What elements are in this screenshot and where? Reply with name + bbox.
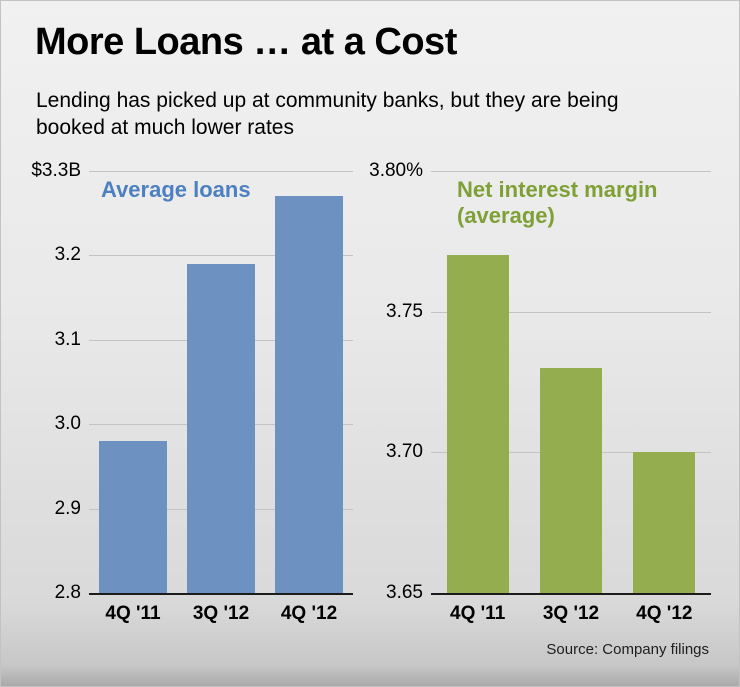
x-tick-label: 3Q '12	[542, 603, 600, 624]
bars	[89, 171, 353, 593]
x-tick-label: 3Q '12	[192, 603, 250, 624]
y-tick-label: 2.9	[54, 498, 81, 519]
plot-area: Average loans	[89, 171, 353, 595]
y-axis-top-label: $3.3B	[31, 160, 81, 181]
x-axis: 4Q '11 3Q '12 4Q '12	[89, 603, 353, 625]
x-axis: 4Q '11 3Q '12 4Q '12	[431, 603, 711, 625]
x-tick-label: 4Q '12	[636, 603, 693, 624]
legend-label: Net interest margin (average)	[457, 177, 658, 228]
bar	[446, 255, 509, 593]
y-tick-label: 3.0	[54, 413, 81, 434]
loans-chart-panel: $3.3B 2.8 2.9 3.0 3.1 3.2 Average loans 4Q '…	[31, 160, 353, 641]
gridline	[89, 171, 353, 172]
y-tick-label: 3.75	[386, 301, 423, 322]
y-axis-top-label: 3.80%	[369, 160, 423, 181]
y-tick-label: 2.8	[54, 582, 81, 603]
legend-label: Average loans	[101, 177, 251, 202]
bar	[633, 452, 696, 593]
bar	[539, 368, 602, 593]
bars	[431, 171, 711, 593]
bar	[275, 196, 343, 593]
x-tick-label: 4Q '11	[105, 603, 161, 624]
plot-area: Net interest margin (average)	[431, 171, 711, 595]
y-tick-label: 3.1	[54, 329, 81, 350]
x-tick-label: 4Q '11	[450, 603, 506, 624]
y-axis: 3.80% 3.65 3.70 3.75	[363, 160, 423, 603]
y-axis: $3.3B 2.8 2.9 3.0 3.1 3.2	[31, 160, 81, 603]
chart-subtitle: Lending has picked up at community banks…	[36, 89, 619, 139]
y-tick-label: 3.2	[54, 244, 81, 265]
bar	[187, 264, 255, 593]
y-tick-label: 3.70	[386, 441, 423, 462]
x-tick-label: 4Q '12	[280, 603, 338, 624]
bar	[99, 441, 167, 593]
gridline	[89, 255, 353, 256]
gridline	[431, 312, 711, 313]
source-text: Source: Company filings	[546, 641, 709, 658]
gridline	[431, 171, 711, 172]
nim-chart-panel: 3.80% 3.65 3.70 3.75 Net interest margin (…	[363, 160, 711, 641]
y-tick-label: 3.65	[386, 582, 423, 603]
chart-title: More Loans … at a Cost	[35, 21, 457, 63]
